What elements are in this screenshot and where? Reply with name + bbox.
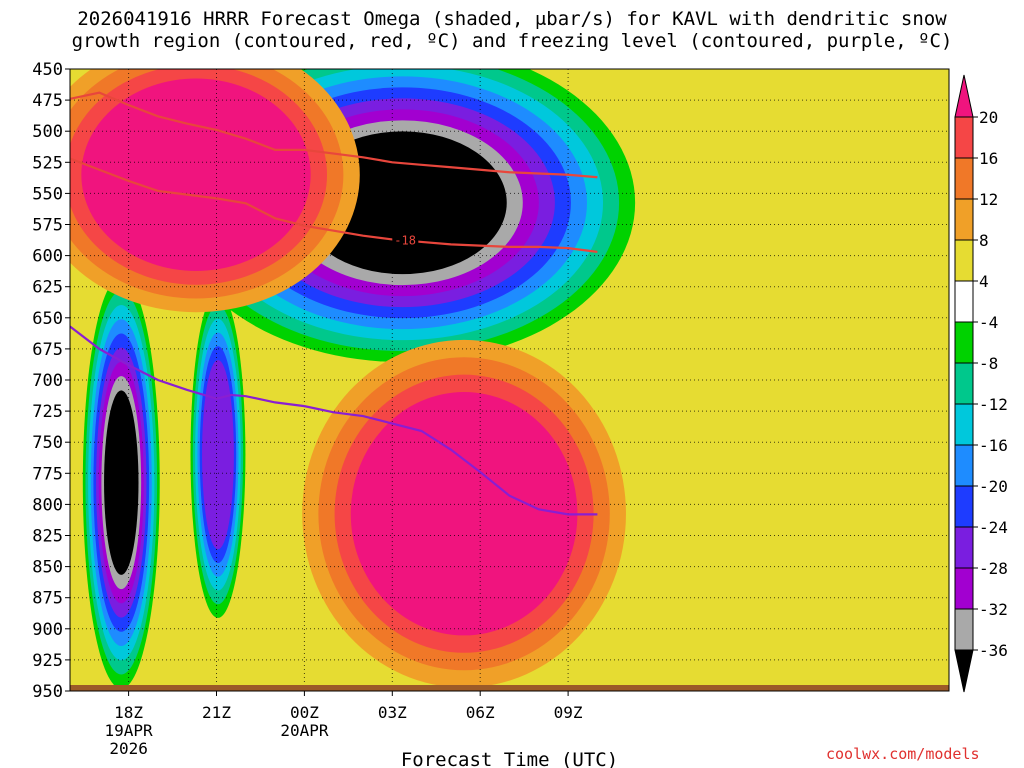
colorbar-box bbox=[954, 403, 974, 446]
omega-contour bbox=[81, 78, 311, 271]
colorbar-box bbox=[954, 608, 974, 651]
y-tick-label: 500 bbox=[32, 122, 63, 142]
colorbar-label: 4 bbox=[979, 272, 989, 291]
omega-feature-left-low-level-upward-motion bbox=[82, 276, 160, 689]
colorbar-box bbox=[954, 198, 974, 241]
colorbar-label: -36 bbox=[979, 641, 1008, 660]
dotted-grid bbox=[70, 69, 949, 691]
contour-line bbox=[70, 325, 598, 516]
contour-lines: -18 bbox=[70, 91, 598, 516]
colorbar-box bbox=[954, 116, 974, 159]
y-tick-label: 950 bbox=[32, 682, 63, 702]
ground-strip bbox=[70, 685, 949, 691]
y-tick-label: 575 bbox=[32, 216, 63, 236]
colorbar-label: 8 bbox=[979, 231, 989, 250]
colorbar-box bbox=[954, 157, 974, 200]
y-tick-label: 600 bbox=[32, 247, 63, 267]
omega-contour bbox=[350, 392, 578, 636]
colorbar-label: -12 bbox=[979, 395, 1008, 414]
colorbar-box bbox=[954, 239, 974, 282]
colorbar-label: -4 bbox=[979, 313, 998, 332]
y-tick-label: 475 bbox=[32, 91, 63, 111]
colorbar-box bbox=[954, 444, 974, 487]
y-axis: 450 475 500 525 550 575 600 625 650 675 700 725 750 7… bbox=[32, 60, 70, 702]
x-tick-label: 21Z bbox=[202, 703, 231, 722]
y-tick-label: 675 bbox=[32, 340, 63, 360]
colorbar-label: -20 bbox=[979, 477, 1008, 496]
omega-feature-lower-right-downward-motion bbox=[302, 339, 626, 688]
plot-area: -18 bbox=[70, 69, 949, 691]
omega-shading bbox=[70, 69, 636, 689]
colorbar-label: -16 bbox=[979, 436, 1008, 455]
y-tick-label: 625 bbox=[32, 278, 63, 298]
colorbar-min-arrow bbox=[954, 649, 974, 693]
colorbar-label: -24 bbox=[979, 518, 1008, 537]
omega-feature-mid-low-level-upward-motion bbox=[190, 291, 246, 618]
colorbar-label: 20 bbox=[979, 108, 998, 127]
y-tick-label: 650 bbox=[32, 309, 63, 329]
y-tick-label: 775 bbox=[32, 464, 63, 484]
x-axis-label: Forecast Time (UTC) bbox=[401, 749, 618, 768]
x-tick-label: 09Z bbox=[554, 703, 583, 722]
x-tick-label: 19APR bbox=[105, 721, 154, 740]
colorbar-box bbox=[954, 280, 974, 323]
y-tick-label: 800 bbox=[32, 495, 63, 515]
x-tick-label: 03Z bbox=[378, 703, 407, 722]
y-tick-label: 450 bbox=[32, 60, 63, 80]
x-tick-label: 06Z bbox=[466, 703, 495, 722]
y-tick-label: 525 bbox=[32, 153, 63, 173]
colorbar: 20 16 12 8 4 -4 -8 -12 -16 -20 -24 -28 -32 -36 bbox=[954, 74, 1008, 693]
x-tick-label: 20APR bbox=[280, 721, 329, 740]
y-tick-label: 850 bbox=[32, 558, 63, 578]
y-tick-label: 700 bbox=[32, 371, 63, 391]
y-tick-label: 550 bbox=[32, 184, 63, 204]
title-line-1: 2026041916 HRRR Forecast Omega (shaded, … bbox=[77, 8, 947, 30]
colorbar-label: -32 bbox=[979, 600, 1008, 619]
colorbar-box bbox=[954, 526, 974, 569]
y-tick-label: 900 bbox=[32, 620, 63, 640]
x-tick-label: 2026 bbox=[109, 739, 148, 758]
colorbar-box bbox=[954, 321, 974, 364]
colorbar-box bbox=[954, 567, 974, 610]
contour-line bbox=[70, 91, 598, 179]
contour-line bbox=[70, 157, 598, 253]
x-tick-label: 18Z bbox=[114, 703, 143, 722]
colorbar-label: 12 bbox=[979, 190, 998, 209]
contour-label-bg bbox=[392, 233, 419, 247]
y-tick-label: 725 bbox=[32, 402, 63, 422]
title-line-2: growth region (contoured, red, ºC) and f… bbox=[71, 30, 953, 52]
site-credit: coolwx.com/models bbox=[826, 745, 980, 763]
y-tick-label: 925 bbox=[32, 651, 63, 671]
colorbar-label: -28 bbox=[979, 559, 1008, 578]
omega-contour bbox=[104, 390, 139, 575]
omega-contour bbox=[202, 359, 234, 550]
colorbar-box bbox=[954, 362, 974, 405]
y-tick-label: 750 bbox=[32, 433, 63, 453]
colorbar-label: -8 bbox=[979, 354, 998, 373]
y-tick-label: 875 bbox=[32, 589, 63, 609]
colorbar-label: 16 bbox=[979, 149, 998, 168]
omega-feature-upper-left-downward-motion bbox=[70, 69, 360, 313]
colorbar-box bbox=[954, 485, 974, 528]
colorbar-max-arrow bbox=[954, 74, 974, 118]
x-tick-label: 00Z bbox=[290, 703, 319, 722]
y-tick-label: 825 bbox=[32, 527, 63, 547]
contour-label: -18 bbox=[394, 233, 416, 247]
chart-title: 2026041916 HRRR Forecast Omega (shaded, … bbox=[0, 8, 1024, 52]
